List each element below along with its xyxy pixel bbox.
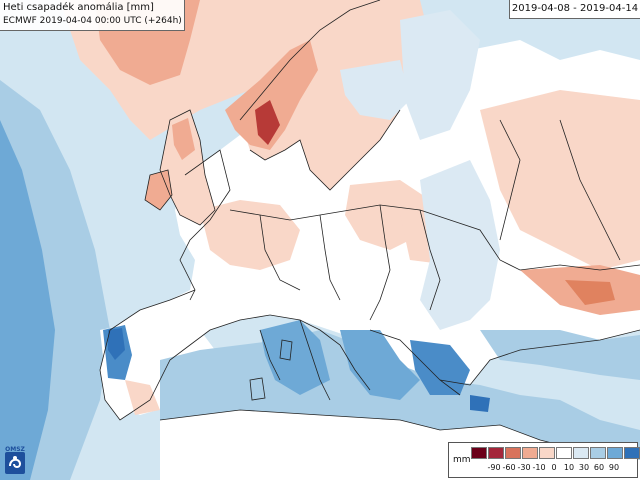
legend-tick-label: -90	[487, 463, 501, 472]
east-wet-band	[420, 160, 500, 330]
legend-swatch	[590, 447, 606, 459]
coastlines-borders	[99, 0, 640, 456]
map-subtitle: ECMWF 2019-04-04 00:00 UTC (+264h)	[3, 16, 182, 26]
ireland-land	[145, 170, 172, 210]
legend-swatch	[522, 447, 538, 459]
legend-swatch	[539, 447, 555, 459]
omsz-logo-icon: OMSZ	[4, 446, 26, 476]
legend-swatch	[607, 447, 623, 459]
legend-swatch	[624, 447, 640, 459]
legend-swatch	[505, 447, 521, 459]
greece-wet	[410, 340, 470, 395]
finland-wet-light	[340, 60, 410, 120]
scandinavia-land	[240, 0, 430, 190]
legend-tick-label: -30	[517, 463, 531, 472]
omsz-logo-text: OMSZ	[5, 446, 25, 453]
legend-tick-label: -60	[502, 463, 516, 472]
legend-tick-label: 30	[578, 463, 590, 472]
legend-tick-label: 0	[551, 463, 557, 472]
crete-wet-extreme	[470, 395, 490, 412]
caucasus-dry-strong	[565, 280, 615, 305]
turkey-wet	[480, 330, 640, 380]
legend-tick-label: -10	[532, 463, 546, 472]
north-east-wet	[400, 10, 480, 140]
legend-swatch	[556, 447, 572, 459]
legend-tick-label: 60	[593, 463, 605, 472]
atlantic-anomaly-deep	[0, 120, 55, 480]
legend-tick-label: 10	[563, 463, 575, 472]
legend-unit: mm	[453, 455, 471, 465]
legend: mm -90 -60 -30 -10 0 10 30 60 90	[448, 442, 640, 478]
adriatic-wet	[340, 330, 420, 400]
norway-dry-extreme	[255, 100, 280, 145]
map-title: Heti csapadék anomália [mm]	[3, 2, 154, 13]
norway-dry-mid	[225, 40, 318, 150]
legend-swatches	[471, 447, 640, 459]
legend-tick-label: 90	[608, 463, 620, 472]
date-range: 2019-04-08 - 2019-04-14	[509, 0, 640, 19]
title-box: Heti csapadék anomália [mm] ECMWF 2019-0…	[0, 0, 185, 31]
legend-swatch	[471, 447, 487, 459]
legend-swatch	[573, 447, 589, 459]
south-spain-dry	[125, 380, 160, 415]
portugal-wet-extreme	[108, 328, 125, 360]
omsz-logo-graphic	[5, 452, 25, 474]
legend-swatch	[488, 447, 504, 459]
legend-labels: -90 -60 -30 -10 0 10 30 60 90	[471, 463, 637, 475]
tyrrhenian-wet	[260, 320, 330, 395]
russia-dry	[480, 90, 640, 270]
scotland-dry	[172, 118, 195, 160]
